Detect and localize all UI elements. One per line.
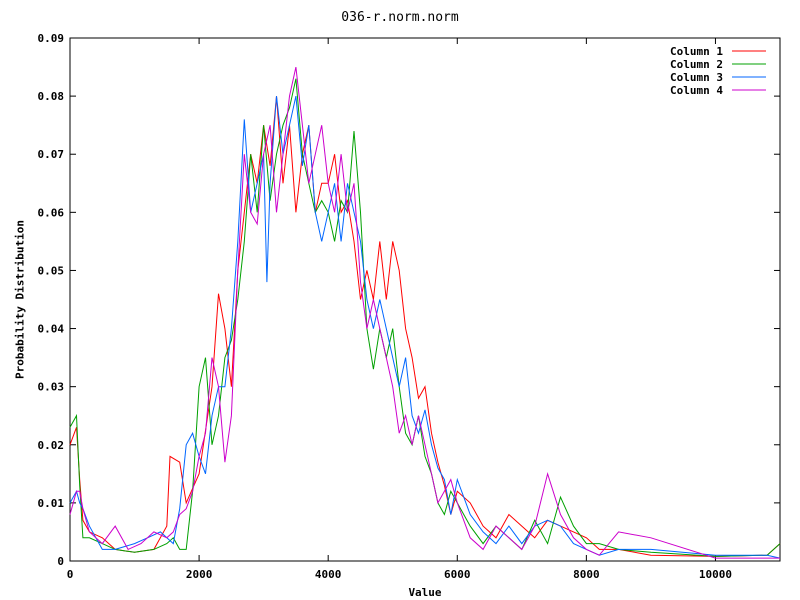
y-tick-label: 0.05 bbox=[38, 264, 65, 277]
y-tick-label: 0.07 bbox=[38, 148, 65, 161]
y-tick-label: 0 bbox=[57, 555, 64, 568]
y-axis-label: Probability Distribution bbox=[13, 220, 27, 379]
y-tick-label: 0.01 bbox=[38, 497, 65, 510]
legend-label-2: Column 2 bbox=[670, 58, 723, 71]
y-tick-label: 0.09 bbox=[38, 32, 65, 45]
plot-frame bbox=[69, 37, 781, 562]
x-tick-label: 2000 bbox=[186, 568, 213, 581]
x-axis-label: Value bbox=[408, 586, 442, 599]
x-tick-label: 10000 bbox=[699, 568, 732, 581]
y-tick-label: 0.03 bbox=[38, 381, 65, 394]
x-tick-label: 6000 bbox=[444, 568, 471, 581]
y-tick-label: 0.06 bbox=[38, 206, 65, 219]
y-tick-label: 0.02 bbox=[38, 439, 65, 452]
x-tick-label: 8000 bbox=[573, 568, 600, 581]
series-line-1 bbox=[69, 96, 781, 557]
x-tick-label: 4000 bbox=[315, 568, 342, 581]
legend-label-1: Column 1 bbox=[670, 45, 723, 58]
y-tick-label: 0.08 bbox=[38, 90, 65, 103]
chart-title: 036-r.norm.norm bbox=[341, 10, 459, 25]
x-tick-label: 0 bbox=[67, 568, 74, 581]
legend-label-4: Column 4 bbox=[670, 84, 723, 97]
legend-label-3: Column 3 bbox=[670, 71, 723, 84]
series-line-3 bbox=[69, 95, 781, 559]
series-line-4 bbox=[69, 66, 780, 559]
series-line-2 bbox=[69, 78, 781, 557]
y-tick-label: 0.04 bbox=[38, 323, 65, 336]
